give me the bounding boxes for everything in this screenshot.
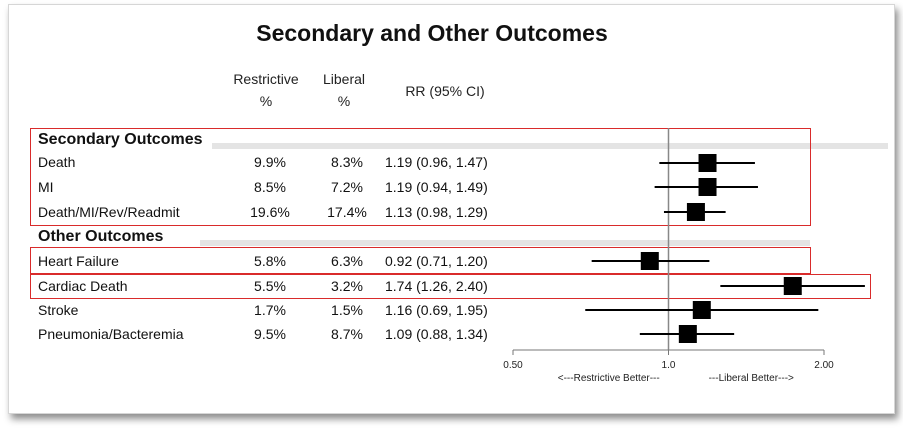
row-restrictive-pct: 5.8%: [254, 253, 286, 269]
row-rr-ci: 1.13 (0.98, 1.29): [385, 204, 488, 220]
section-header-secondary: Secondary Outcomes: [38, 131, 203, 148]
row-label: Pneumonia/Bacteremia: [38, 326, 184, 342]
highlight-box-heart-failure: [30, 247, 811, 274]
figure-frame: [8, 4, 895, 414]
row-liberal-pct: 8.7%: [331, 326, 363, 342]
row-restrictive-pct: 1.7%: [254, 302, 286, 318]
row-liberal-pct: 3.2%: [331, 278, 363, 294]
section-divider: [212, 143, 888, 149]
row-label: Heart Failure: [38, 253, 119, 269]
row-rr-ci: 1.19 (0.96, 1.47): [385, 154, 488, 170]
point-estimate-marker: [678, 325, 697, 343]
x-axis-tick-label: 2.00: [814, 360, 834, 371]
row-label: Stroke: [38, 302, 79, 318]
row-liberal-pct: 6.3%: [331, 253, 363, 269]
row-label: Death: [38, 154, 76, 170]
point-estimate-marker: [686, 203, 705, 221]
row-rr-ci: 0.92 (0.71, 1.20): [385, 253, 488, 269]
liberal-better-annotation: ---Liberal Better--->: [709, 373, 794, 384]
rr-column-header: RR (95% CI): [405, 83, 485, 99]
row-label: MI: [38, 179, 54, 195]
point-estimate-marker: [783, 277, 802, 295]
highlight-box-secondary: [30, 128, 811, 226]
row-rr-ci: 1.74 (1.26, 2.40): [385, 278, 488, 294]
point-estimate-marker: [698, 154, 717, 172]
liberal-header-line2: %: [337, 93, 351, 109]
row-rr-ci: 1.16 (0.69, 1.95): [385, 302, 488, 318]
liberal-header-line1: Liberal: [322, 71, 366, 87]
point-estimate-marker: [640, 252, 659, 270]
row-restrictive-pct: 9.5%: [254, 326, 286, 342]
point-estimate-marker: [698, 178, 717, 196]
restrictive-header-line2: %: [259, 93, 273, 109]
x-axis-tick-label: 1.0: [662, 360, 676, 371]
row-label: Death/MI/Rev/Readmit: [38, 204, 180, 220]
section-header-other: Other Outcomes: [38, 228, 164, 245]
row-restrictive-pct: 5.5%: [254, 278, 286, 294]
row-liberal-pct: 17.4%: [327, 204, 367, 220]
section-divider: [200, 240, 810, 246]
row-liberal-pct: 1.5%: [331, 302, 363, 318]
row-rr-ci: 1.19 (0.94, 1.49): [385, 179, 488, 195]
row-restrictive-pct: 19.6%: [250, 204, 290, 220]
restrictive-header-line1: Restrictive: [233, 71, 299, 87]
point-estimate-marker: [692, 301, 711, 319]
row-restrictive-pct: 9.9%: [254, 154, 286, 170]
row-rr-ci: 1.09 (0.88, 1.34): [385, 326, 488, 342]
chart-title: Secondary and Other Outcomes: [256, 20, 608, 46]
liberal-column-header: Liberal %: [312, 68, 376, 112]
row-liberal-pct: 7.2%: [331, 179, 363, 195]
row-restrictive-pct: 8.5%: [254, 179, 286, 195]
restrictive-column-header: Restrictive %: [226, 68, 306, 112]
restrictive-better-annotation: <---Restrictive Better---: [558, 373, 660, 384]
row-liberal-pct: 8.3%: [331, 154, 363, 170]
x-axis-tick-label: 0.50: [503, 360, 523, 371]
row-label: Cardiac Death: [38, 278, 128, 294]
highlight-box-cardiac-death: [30, 274, 871, 299]
